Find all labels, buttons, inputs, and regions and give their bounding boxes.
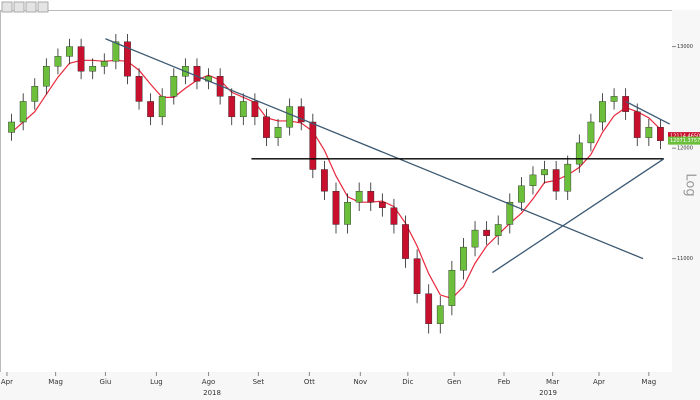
candle-body [552, 169, 560, 192]
x-tick-label: Giu [100, 378, 112, 386]
candle-body [367, 191, 375, 203]
x-tick-label: Feb [498, 378, 511, 386]
candle-body [633, 111, 641, 138]
y-axis-label: Log [683, 173, 698, 196]
candle-body [564, 163, 572, 192]
tool-button[interactable] [25, 1, 37, 13]
candle-body [413, 258, 421, 294]
candle-body [251, 101, 259, 118]
candle-body [112, 41, 120, 62]
candle-body [321, 169, 328, 192]
candle-body [645, 126, 653, 138]
candle-body [158, 96, 166, 118]
trendline [492, 158, 665, 274]
x-tick-label: Apr [593, 378, 605, 386]
price-label-box [668, 136, 700, 145]
candle-body [332, 191, 340, 225]
x-axis-panel [0, 372, 700, 400]
x-tick-label: Mag [641, 378, 656, 386]
candle-body [402, 224, 409, 259]
candle-body [228, 96, 236, 118]
candle-body [170, 76, 178, 97]
tool-button[interactable] [1, 1, 13, 13]
candle-body [657, 126, 664, 141]
candle-body [610, 96, 618, 102]
candle-body [297, 106, 305, 123]
candle-body [66, 46, 73, 57]
candle-body [436, 305, 444, 324]
candle-body [147, 101, 155, 118]
candle-body [425, 293, 433, 324]
price-label-box [668, 132, 700, 141]
candle-body [575, 142, 583, 165]
y-tick-label: 12000 [677, 146, 693, 152]
candle-body [355, 191, 363, 203]
x-tick-label: Apr [1, 378, 13, 386]
candle-body [31, 86, 39, 102]
candle-body [494, 224, 502, 236]
candle-body [506, 201, 514, 225]
candle-body [309, 121, 317, 170]
x-tick-label: Lug [150, 378, 163, 386]
x-tick-label: Ott [304, 378, 315, 386]
toolbar [1, 1, 49, 13]
x-tick-label: Nov [353, 378, 367, 386]
candle-body [42, 66, 50, 87]
tool-button[interactable] [13, 1, 25, 13]
candle-body [239, 101, 247, 118]
x-tick-label: Gen [447, 378, 461, 386]
candle-body [77, 46, 85, 72]
candle-body [124, 41, 131, 77]
moving-average [11, 59, 661, 300]
y-axis-panel [672, 10, 700, 372]
tool-button[interactable] [37, 1, 49, 13]
candle-body [517, 185, 525, 203]
trendline [105, 38, 644, 260]
candle-body [193, 66, 201, 82]
candle-body [286, 106, 294, 128]
candle-body [89, 66, 97, 72]
candle-body [460, 246, 467, 271]
x-tick-label: Dic [402, 378, 413, 386]
candle-body [19, 101, 27, 123]
y-tick-label: 11000 [677, 256, 693, 262]
candle-body [344, 201, 351, 225]
candle-body [390, 207, 398, 225]
candle-body [599, 101, 606, 123]
candle-body [135, 76, 143, 102]
candle-body [541, 169, 548, 176]
price-label: 12071.3757 [670, 138, 700, 144]
x-tick-label: Ago [202, 378, 216, 386]
candle-body [274, 126, 282, 138]
x-tick-label: Mag [48, 378, 63, 386]
candle-body [263, 116, 270, 138]
x-tick-label: Mar [546, 378, 559, 386]
candle-body [622, 96, 630, 112]
price-label: 12114.4650 [670, 134, 700, 140]
year-label: 2019 [539, 389, 557, 397]
candle-body [529, 174, 537, 186]
x-tick-label: Set [253, 378, 265, 386]
candle-body [8, 121, 15, 133]
candle-body [100, 61, 108, 67]
candle-body [471, 229, 479, 248]
candle-body [587, 121, 595, 144]
candle-body [448, 270, 456, 306]
y-tick-label: 13000 [677, 44, 693, 50]
trendline [625, 100, 670, 125]
candle-body [54, 56, 62, 67]
candle-body [378, 201, 386, 208]
candle-body [483, 229, 491, 236]
year-label: 2018 [203, 389, 221, 397]
